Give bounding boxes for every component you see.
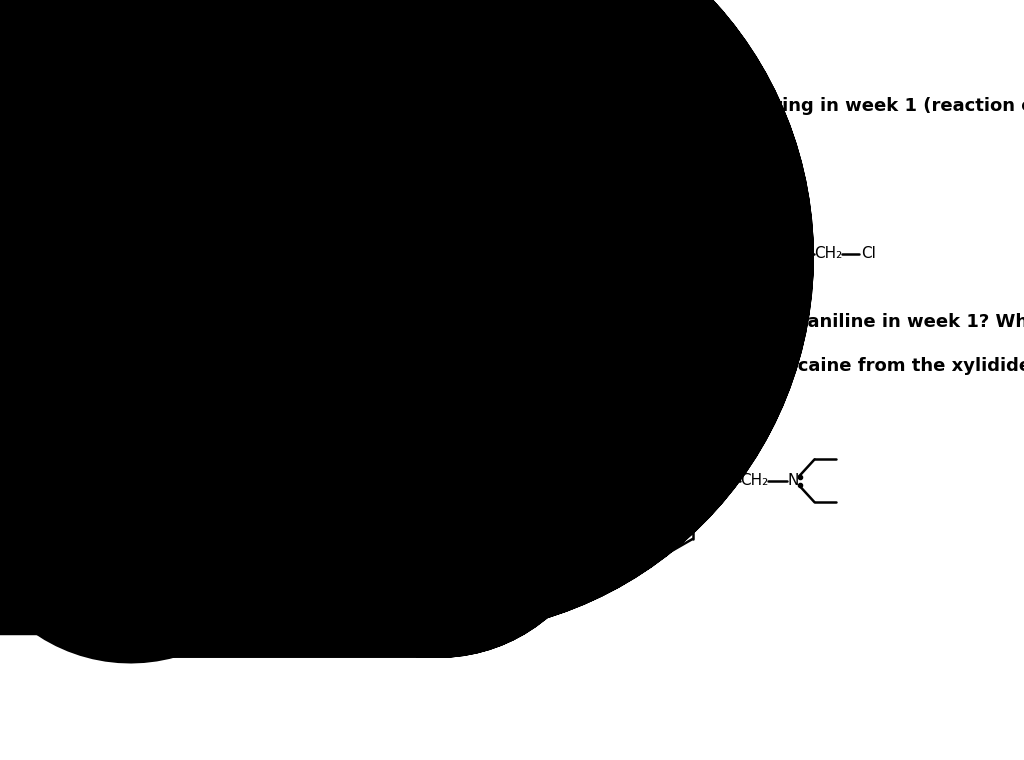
Text: O: O [350,226,361,240]
Text: Toluene: Toluene [440,496,513,515]
Text: C: C [465,276,476,291]
Text: C: C [782,246,793,261]
Text: O: O [465,252,476,268]
Text: HN: HN [671,473,693,489]
Text: CH₂: CH₂ [283,473,311,489]
Text: Cl: Cl [861,246,876,261]
Text: N: N [463,503,475,518]
Text: Cl: Cl [380,249,395,264]
Text: N: N [787,473,799,489]
Text: H: H [441,503,453,518]
Text: H₃C: H₃C [430,276,459,291]
Text: HN: HN [744,246,767,261]
Text: C: C [251,473,262,489]
Text: HN: HN [213,473,237,489]
Text: Draw the detailed, step-wise mechanism for the formation of lidocaine from the x: Draw the detailed, step-wise mechanism f… [134,357,1024,375]
Text: CH₂: CH₂ [306,249,334,264]
Text: OH: OH [483,276,507,291]
Text: Draw the detailed, step-wise mechanism for the reaction occurring in week 1 (rea: Draw the detailed, step-wise mechanism f… [134,97,1024,116]
Text: Cl: Cl [284,249,298,264]
Text: Could N,N-dimethylaniline have been used instead of 2,6-dimethylaniline in week : Could N,N-dimethylaniline have been used… [134,313,1024,331]
Text: chloride with 2,6-dimethylaniline in the presence of acid): chloride with 2,6-dimethylaniline in the… [134,112,716,131]
Text: Cl: Cl [329,473,343,489]
Text: O: O [251,449,262,464]
Text: O: O [708,449,720,464]
Text: NH₂: NH₂ [172,243,202,258]
Text: CH₂: CH₂ [814,246,842,261]
Text: C: C [709,473,719,489]
Text: O: O [781,223,794,237]
Text: CH₂: CH₂ [740,473,768,489]
Text: C: C [350,249,361,264]
